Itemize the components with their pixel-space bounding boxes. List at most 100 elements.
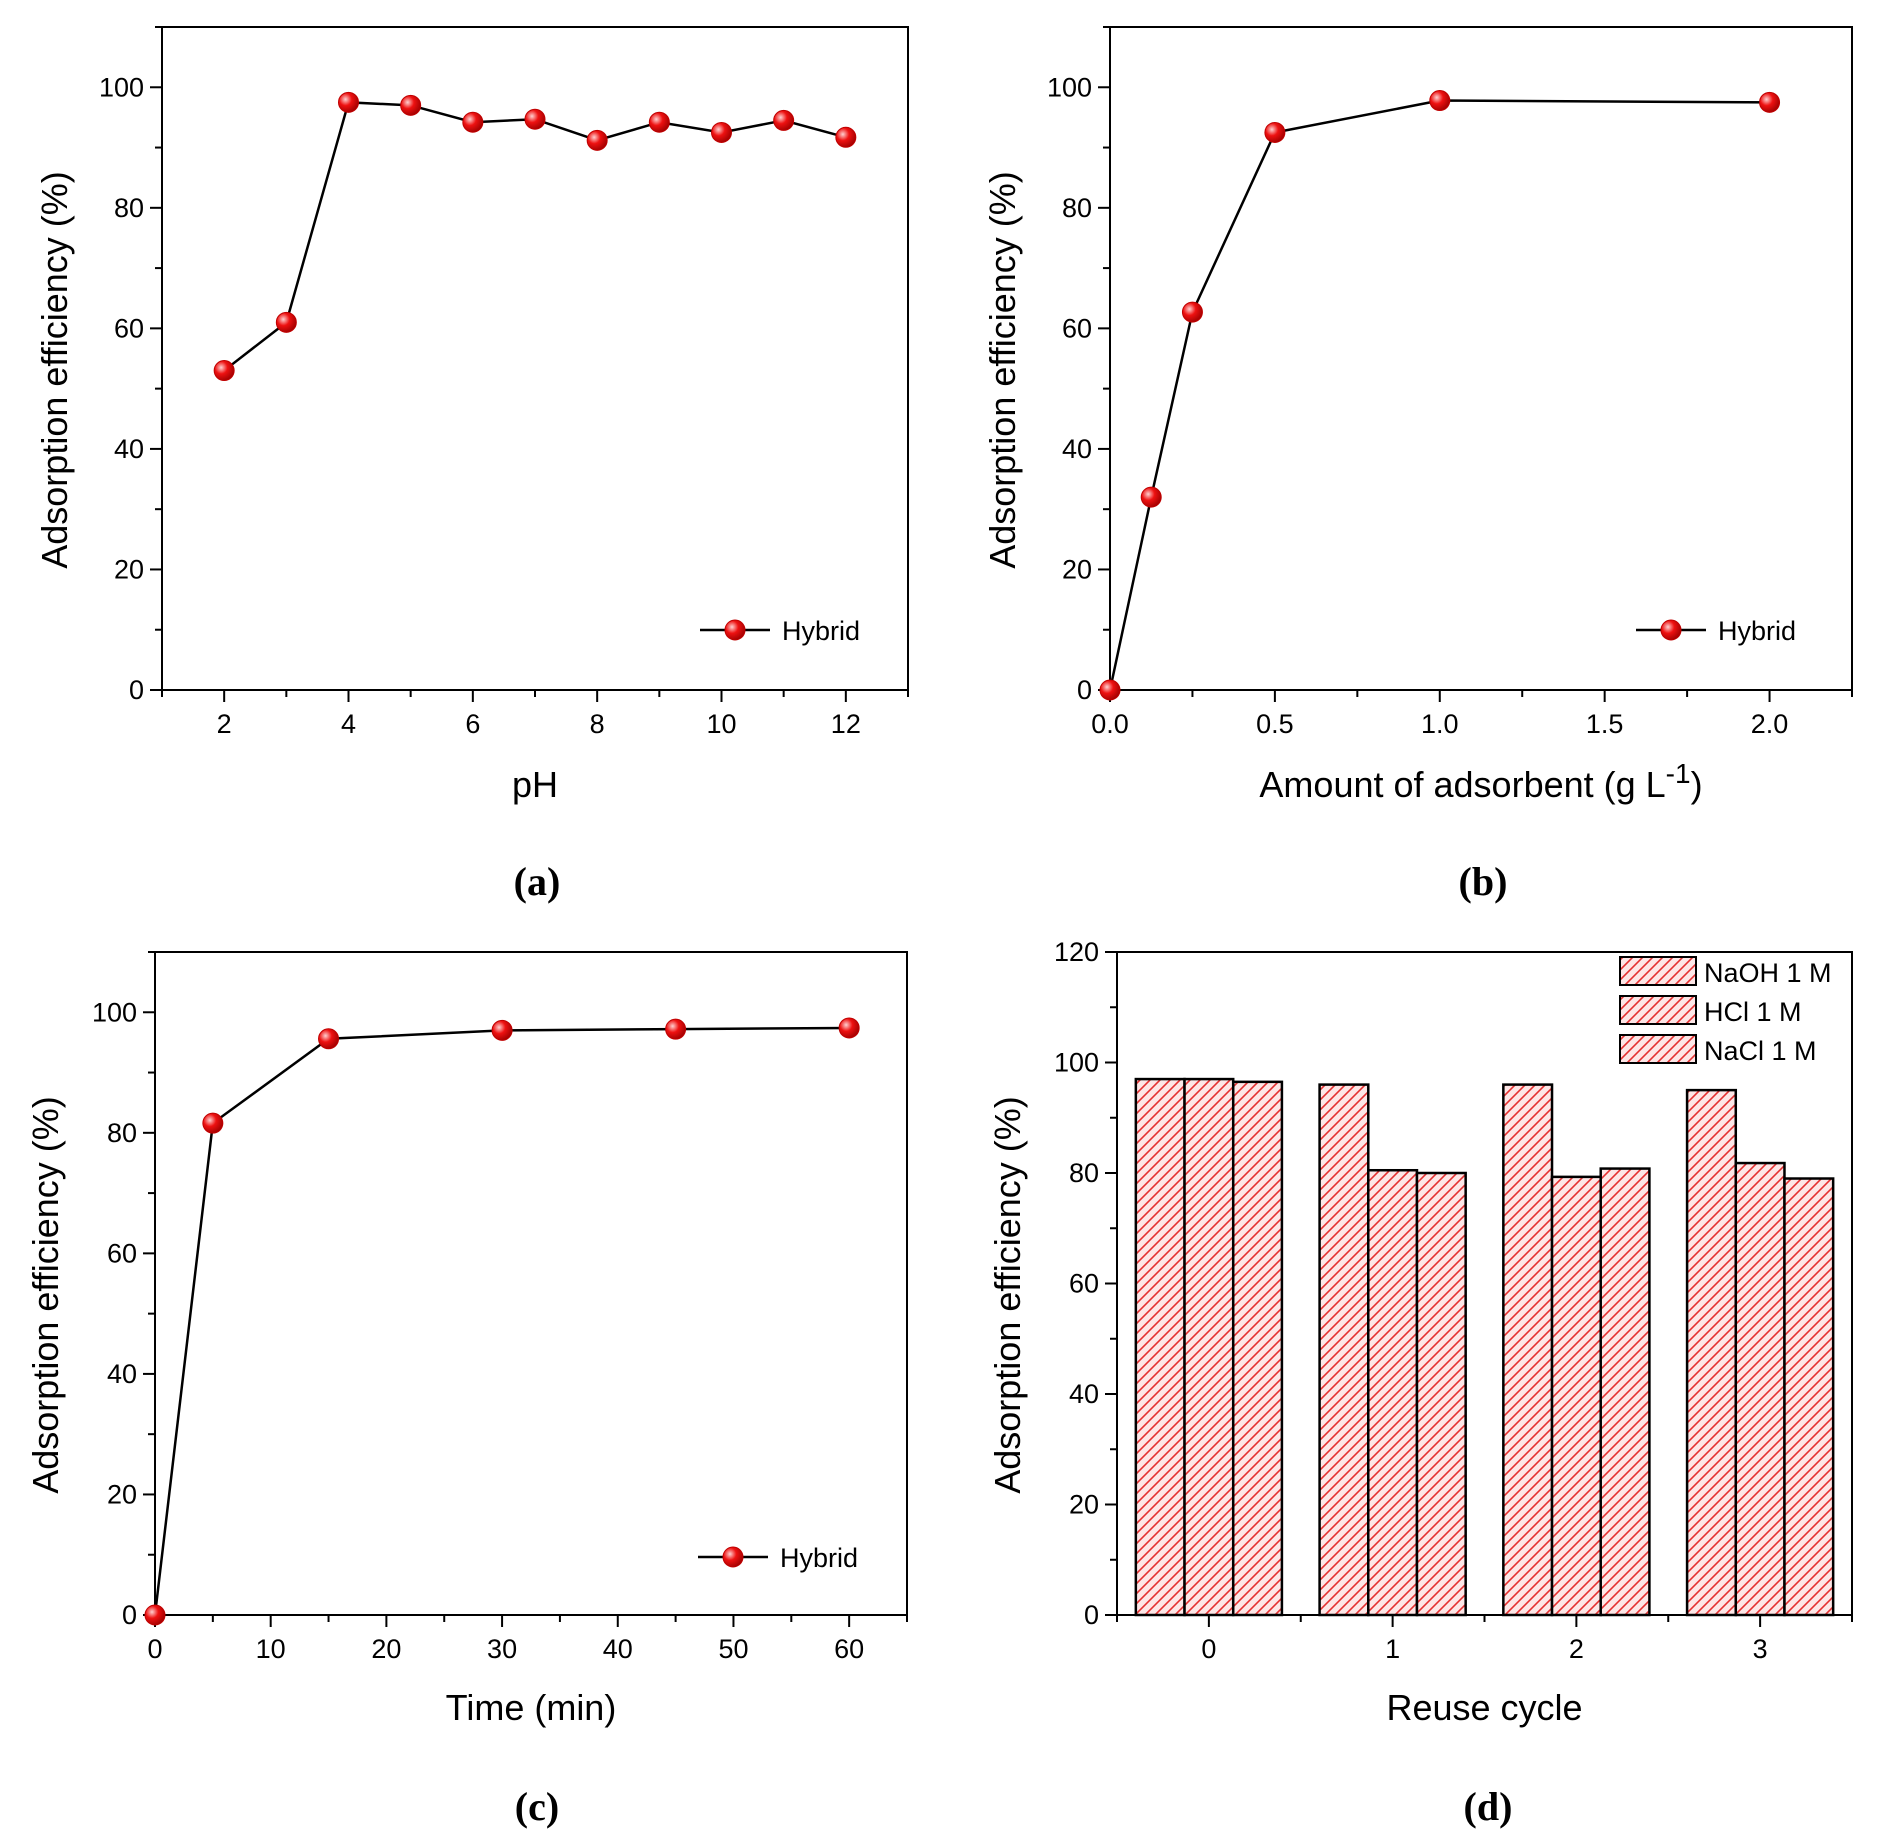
x-tick-label: 4 bbox=[341, 709, 356, 739]
series-line bbox=[1108, 99, 1770, 691]
x-axis-title-main: Reuse cycle bbox=[1386, 1687, 1582, 1728]
bar bbox=[1134, 1077, 1186, 1617]
y-tick-label: 60 bbox=[1069, 1269, 1099, 1299]
legend-label: Hybrid bbox=[780, 1543, 858, 1573]
bar bbox=[1685, 1088, 1738, 1617]
data-point bbox=[1181, 301, 1203, 323]
data-point bbox=[773, 109, 795, 131]
panel-caption: (a) bbox=[514, 859, 561, 904]
y-tick-label: 80 bbox=[107, 1118, 137, 1148]
x-tick-label: 8 bbox=[590, 709, 605, 739]
x-axis-title: pH bbox=[512, 764, 558, 805]
x-tick-label: 1 bbox=[1385, 1634, 1400, 1664]
data-point bbox=[1099, 679, 1121, 701]
bar bbox=[1231, 1080, 1284, 1617]
bar bbox=[1550, 1175, 1602, 1617]
y-tick-label: 100 bbox=[99, 72, 144, 102]
y-tick-label: 0 bbox=[1084, 1600, 1099, 1630]
y-axis-title: Adsorption efficiency (%) bbox=[34, 171, 75, 569]
panel-caption: (b) bbox=[1459, 859, 1508, 904]
x-tick-label: 12 bbox=[831, 709, 861, 739]
x-tick-label: 2 bbox=[217, 709, 232, 739]
y-tick-label: 40 bbox=[114, 434, 144, 464]
y-axis-title: Adsorption efficiency (%) bbox=[25, 1096, 66, 1494]
legend-label: HCl 1 M bbox=[1704, 997, 1802, 1027]
x-tick-label: 3 bbox=[1753, 1634, 1768, 1664]
data-point bbox=[1264, 121, 1286, 143]
bar bbox=[1734, 1161, 1786, 1617]
legend-marker bbox=[724, 619, 746, 641]
x-tick-label: 2.0 bbox=[1751, 709, 1789, 739]
y-tick-label: 0 bbox=[122, 1600, 137, 1630]
panel-caption: (d) bbox=[1464, 1784, 1513, 1829]
data-point bbox=[711, 121, 732, 143]
panel-d-chart: 0 20 40 60 80 100 120 0 1 2 3 Adsorption efficiency… bbox=[987, 937, 1853, 1829]
y-tick-label: 80 bbox=[1069, 1158, 1099, 1188]
y-tick-label: 20 bbox=[1062, 554, 1092, 584]
plot-frame bbox=[1109, 26, 1853, 691]
x-tick-label: 30 bbox=[487, 1634, 517, 1664]
y-tick-label: 60 bbox=[114, 313, 144, 343]
y-tick-label: 100 bbox=[92, 997, 137, 1027]
bar bbox=[1599, 1167, 1651, 1617]
x-axis-title-main: pH bbox=[512, 764, 558, 805]
y-tick-label: 20 bbox=[114, 554, 144, 584]
data-point bbox=[144, 1604, 166, 1626]
data-point bbox=[275, 311, 297, 333]
x-tick-label: 0.0 bbox=[1091, 709, 1129, 739]
bar bbox=[1502, 1083, 1554, 1617]
x-axis-title-sup: -1 bbox=[1666, 758, 1691, 789]
x-tick-label: 10 bbox=[706, 709, 736, 739]
panel-b-chart: 0 20 40 60 80 100 0.0 0.5 1.0 1.5 2.0 Adsorption ef… bbox=[982, 26, 1853, 904]
x-tick-label: 1.5 bbox=[1586, 709, 1624, 739]
data-point bbox=[338, 91, 359, 113]
legend-marker bbox=[722, 1546, 744, 1568]
panel-c-chart: 0 20 40 60 80 100 0 10 20 30 40 50 60 Adsorption effi… bbox=[25, 951, 908, 1829]
data-point bbox=[213, 360, 235, 382]
legend-label: NaOH 1 M bbox=[1704, 958, 1832, 988]
data-point bbox=[462, 111, 484, 133]
x-tick-label: 0.5 bbox=[1256, 709, 1294, 739]
data-point bbox=[1429, 90, 1451, 112]
x-axis-title-main: Time (min) bbox=[446, 1687, 617, 1728]
data-point bbox=[524, 108, 546, 130]
y-axis-title: Adsorption efficiency (%) bbox=[987, 1096, 1028, 1494]
x-axis-title: Amount of adsorbent (g L-1) bbox=[1259, 758, 1702, 805]
data-point bbox=[648, 111, 670, 133]
x-axis-title: Time (min) bbox=[446, 1687, 617, 1728]
x-tick-label: 10 bbox=[256, 1634, 286, 1664]
legend-swatch bbox=[1619, 995, 1697, 1025]
panel-caption: (c) bbox=[515, 1784, 559, 1829]
series-line bbox=[223, 101, 847, 372]
x-tick-label: 20 bbox=[371, 1634, 401, 1664]
y-tick-label: 0 bbox=[1077, 675, 1092, 705]
y-tick-label: 20 bbox=[107, 1479, 137, 1509]
y-tick-label: 80 bbox=[1062, 193, 1092, 223]
plot-frame bbox=[154, 951, 908, 1616]
data-point bbox=[838, 1017, 860, 1039]
x-tick-label: 0 bbox=[147, 1634, 162, 1664]
y-tick-label: 40 bbox=[107, 1359, 137, 1389]
y-tick-label: 60 bbox=[107, 1238, 137, 1268]
data-point bbox=[665, 1018, 687, 1040]
x-axis-title-end: ) bbox=[1691, 764, 1703, 805]
y-axis-title: Adsorption efficiency (%) bbox=[982, 171, 1023, 569]
bar bbox=[1415, 1171, 1467, 1617]
x-axis-title-main: Amount of adsorbent (g L bbox=[1259, 764, 1665, 805]
y-tick-label: 40 bbox=[1069, 1379, 1099, 1409]
data-point bbox=[835, 126, 857, 148]
data-point bbox=[202, 1112, 224, 1134]
bar bbox=[1783, 1177, 1835, 1617]
data-point bbox=[586, 129, 608, 151]
x-tick-label: 2 bbox=[1569, 1634, 1584, 1664]
y-tick-label: 120 bbox=[1054, 937, 1099, 967]
data-point bbox=[491, 1019, 513, 1041]
legend-swatch bbox=[1619, 1034, 1697, 1064]
data-point bbox=[1140, 486, 1162, 508]
bar bbox=[1183, 1077, 1235, 1617]
y-tick-label: 0 bbox=[129, 675, 144, 705]
data-point bbox=[1759, 91, 1781, 113]
legend-label: NaCl 1 M bbox=[1704, 1036, 1817, 1066]
x-tick-label: 50 bbox=[718, 1634, 748, 1664]
